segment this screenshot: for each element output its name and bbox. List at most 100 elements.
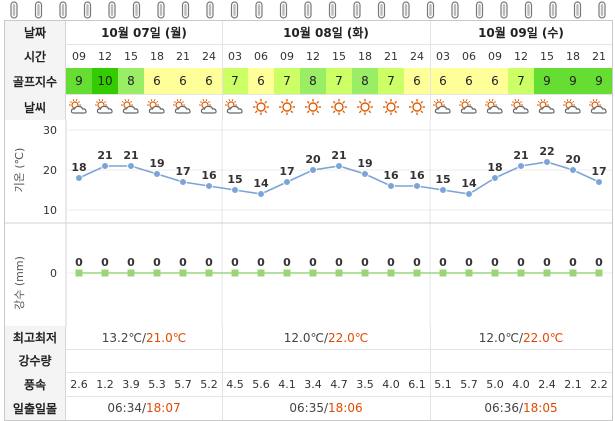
sun-icon — [404, 94, 430, 120]
min-temp: 12.0℃/ — [478, 330, 524, 345]
binding-ring — [10, 1, 18, 19]
rain-point — [179, 269, 187, 277]
time-row-label: 시간 — [5, 44, 66, 68]
binding-ring — [181, 1, 190, 19]
rain-point — [231, 269, 239, 277]
time-cell: 03 — [228, 49, 242, 63]
rain-point — [465, 269, 473, 277]
temp-point — [153, 170, 161, 178]
wind-speed-cell: 4.0 — [382, 377, 400, 391]
golf-index-cell: 10 — [92, 68, 118, 94]
wind-speed-cell: 4.1 — [278, 377, 296, 391]
golf-index-cell: 6 — [170, 68, 196, 94]
rain-point — [569, 269, 577, 277]
time-cell: 09 — [488, 49, 502, 63]
temp-data-label: 21 — [97, 149, 112, 162]
binding-ring — [255, 1, 263, 19]
sunset-time: 18:06 — [328, 401, 363, 415]
sunset-time: 18:05 — [523, 401, 558, 415]
sunrise-sunset-row: 일출일몰 06:34/18:07 06:35/18:06 06:36/18:05 — [5, 396, 612, 420]
partly-cloudy-icon — [534, 94, 560, 120]
rain-data-label: 0 — [491, 256, 499, 269]
temp-point — [465, 190, 473, 198]
partly-cloudy-icon — [144, 94, 170, 120]
binding-ring — [426, 1, 435, 19]
day-separator — [222, 21, 223, 44]
temp-data-label: 15 — [435, 173, 450, 186]
rain-data-label: 0 — [361, 256, 369, 269]
rain-point — [439, 269, 447, 277]
golf-index-label: 골프지수 — [5, 68, 66, 94]
rain-point — [491, 269, 499, 277]
time-cell: 03 — [436, 49, 450, 63]
rain-point — [127, 269, 135, 277]
temp-data-label: 19 — [357, 157, 372, 170]
golf-index-cell: 6 — [248, 68, 274, 94]
rain-data-label: 0 — [335, 256, 343, 269]
temp-tick-label: 30 — [43, 124, 57, 137]
binding-ring — [353, 1, 361, 19]
wind-speed-cell: 2.4 — [538, 377, 556, 391]
binding-ring — [573, 1, 582, 19]
temp-data-label: 16 — [409, 169, 425, 182]
binding-ring — [206, 1, 214, 19]
temp-data-label: 15 — [227, 173, 242, 186]
wind-speed-cell: 4.0 — [512, 377, 530, 391]
binding-ring — [34, 1, 43, 19]
rain-point — [413, 269, 421, 277]
temp-data-label: 14 — [461, 177, 477, 190]
rain-amount-row: 강수량 — [5, 349, 612, 373]
temp-point — [231, 186, 239, 194]
rain-point — [309, 269, 317, 277]
golf-index-cell: 6 — [144, 68, 170, 94]
time-cell: 06 — [462, 49, 476, 63]
rain-amount-label: 강수량 — [5, 349, 66, 372]
wind-speed-cell: 5.7 — [174, 377, 192, 391]
wind-speed-cell: 5.0 — [486, 377, 504, 391]
partly-cloudy-icon — [196, 94, 222, 120]
time-cell: 15 — [540, 49, 554, 63]
temp-data-label: 16 — [201, 169, 217, 182]
day-separator — [222, 326, 223, 349]
temp-point — [179, 178, 187, 186]
date-row-label: 날짜 — [5, 21, 66, 44]
time-cell: 12 — [306, 49, 320, 63]
binding-ring — [451, 1, 459, 19]
sunrise-time: 06:36/ — [484, 401, 524, 415]
rain-data-label: 0 — [595, 256, 603, 269]
day-min-max: 12.0℃/22.0℃ — [222, 326, 430, 349]
golf-index-cell: 7 — [326, 68, 352, 94]
rain-data-label: 0 — [257, 256, 265, 269]
wind-speed-cell: 3.4 — [304, 377, 322, 391]
sun-icon — [326, 94, 352, 120]
partly-cloudy-icon — [482, 94, 508, 120]
sunrise-time: 06:34/ — [107, 401, 147, 415]
golf-index-cell: 7 — [508, 68, 534, 94]
temp-point — [257, 190, 265, 198]
rain-data-label: 0 — [309, 256, 317, 269]
temp-data-label: 16 — [383, 169, 399, 182]
golf-index-cell: 7 — [274, 68, 300, 94]
date-row: 날짜 10월 07일 (월) 10월 08일 (화) 10월 09일 (수) — [5, 21, 612, 45]
day-separator — [222, 44, 223, 68]
binding-ring — [402, 1, 410, 19]
wind-speed-cell: 2.1 — [564, 377, 582, 391]
wind-speed-cell: 5.6 — [252, 377, 270, 391]
rain-point — [283, 269, 291, 277]
golf-index-cell: 6 — [404, 68, 430, 94]
sun-icon — [300, 94, 326, 120]
time-cell: 18 — [566, 49, 580, 63]
rain-data-label: 0 — [101, 256, 109, 269]
time-cell: 09 — [280, 49, 294, 63]
rain-point — [257, 269, 265, 277]
time-cell: 15 — [332, 49, 346, 63]
day-separator — [430, 94, 431, 120]
temp-data-label: 21 — [513, 149, 528, 162]
golf-index-cell: 9 — [534, 68, 560, 94]
binding-ring — [279, 1, 288, 19]
rain-data-label: 0 — [231, 256, 239, 269]
binding-ring — [524, 1, 533, 19]
rain-point — [205, 269, 213, 277]
sunrise-sunset-label: 일출일몰 — [5, 396, 66, 420]
temp-point — [595, 178, 603, 186]
